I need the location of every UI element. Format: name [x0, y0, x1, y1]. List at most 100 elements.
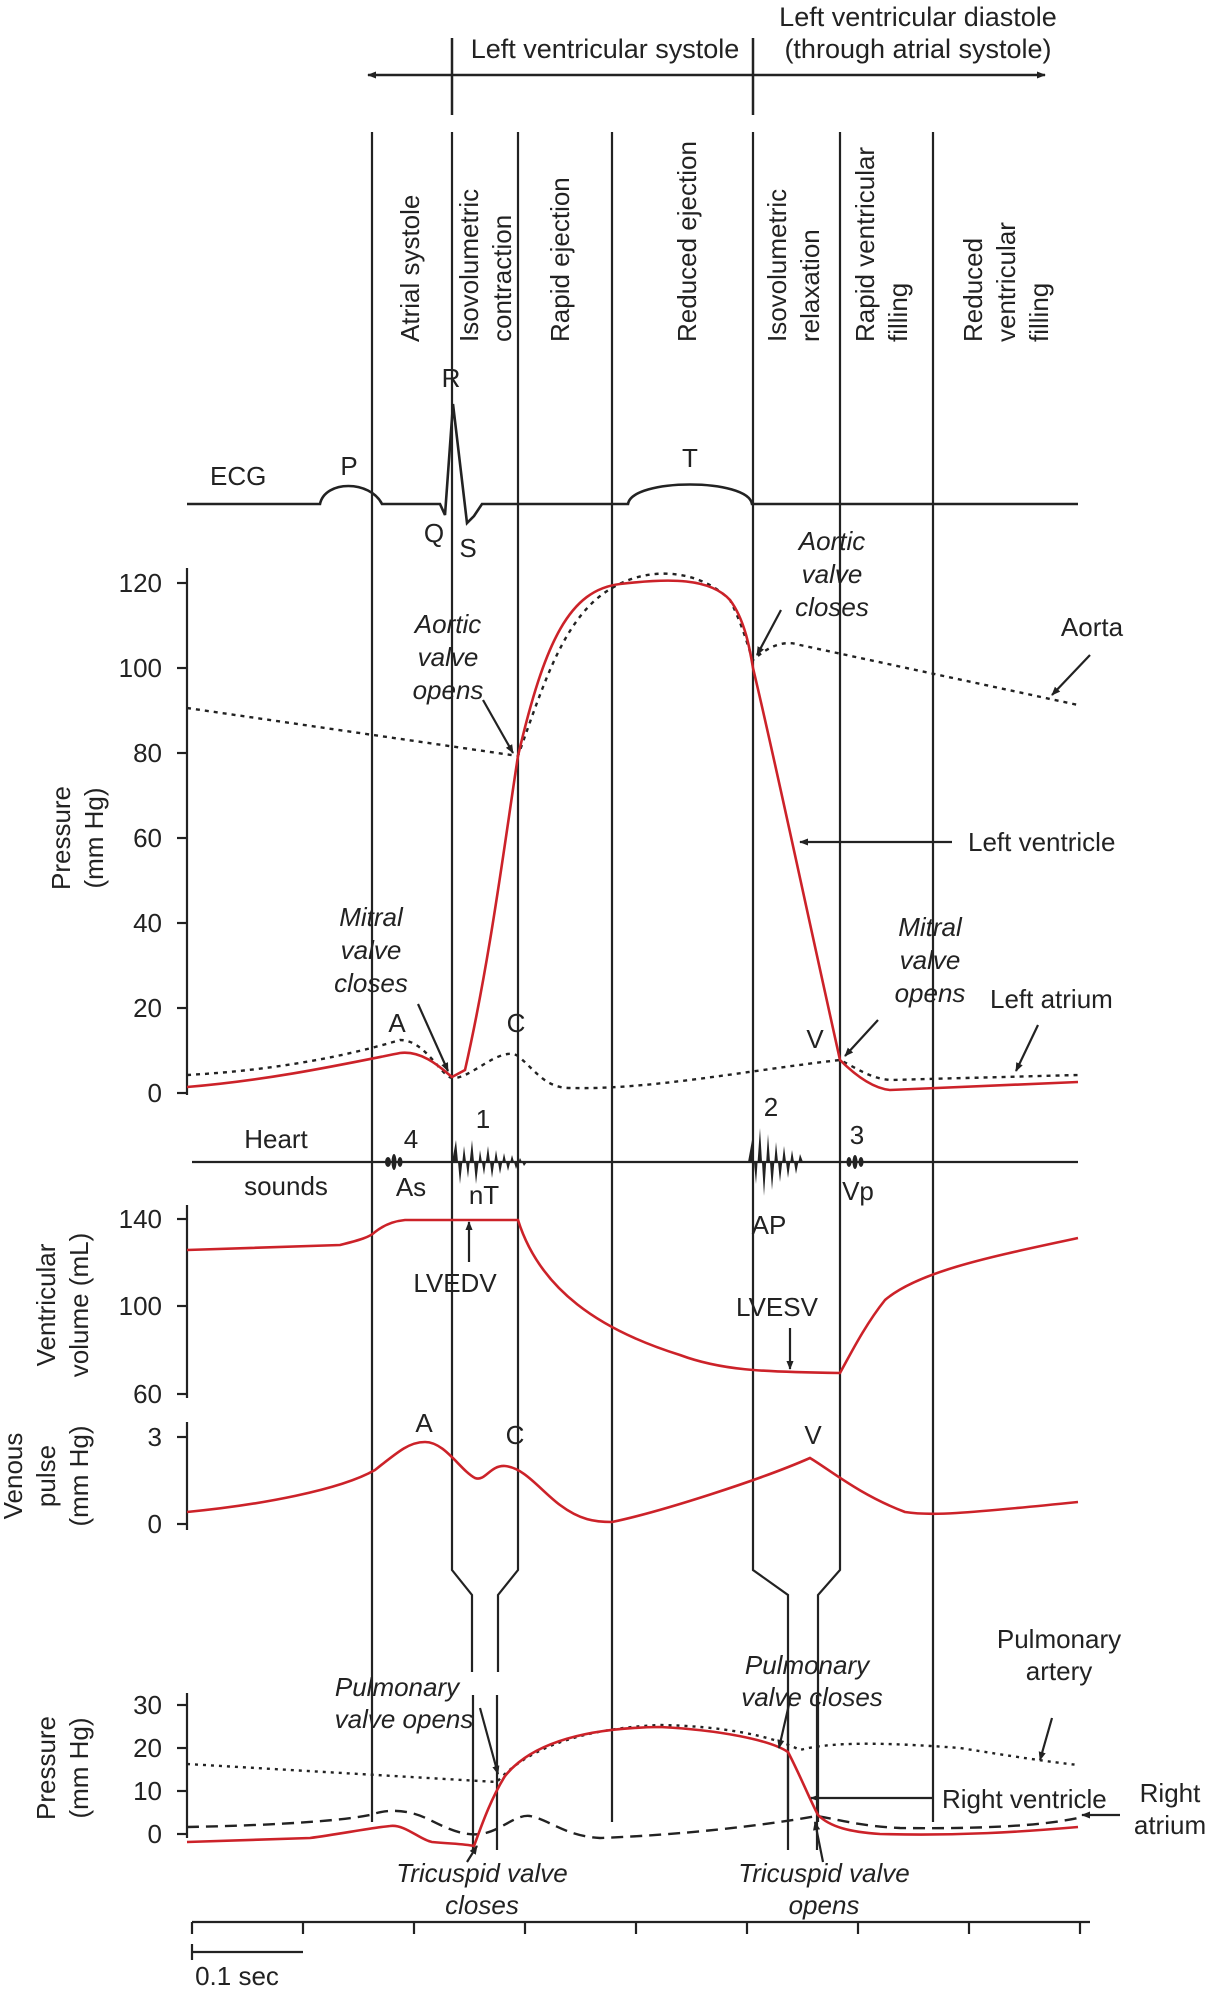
aortic-valve-opens-label: Aortic valve opens: [413, 609, 484, 705]
ecg-trace: [187, 403, 1078, 526]
volume-arrows: [465, 1221, 794, 1370]
rp-axis-title: Pressure (mm Hg): [31, 1716, 94, 1820]
aortic-opens-arrow: [482, 699, 514, 754]
rp-tick-10: 10: [133, 1776, 162, 1806]
tricuspid-opens-arrow: [813, 1821, 825, 1863]
left-pressure-arrows: [416, 609, 1091, 1072]
left-ventricle-pressure-curve: [186, 579, 1079, 1092]
rp-tick-30: 30: [133, 1690, 162, 1720]
venous-V-label: V: [804, 1420, 822, 1450]
s4-sublabel: As: [396, 1172, 426, 1202]
s4-label: 4: [404, 1124, 418, 1154]
venous-tick-0: 0: [148, 1509, 162, 1539]
mitral-closes-arrow: [416, 1003, 450, 1072]
ecg-label: ECG: [210, 461, 266, 491]
lp-tick-120: 120: [119, 568, 162, 598]
mitral-valve-opens-label: Mitral valve opens: [895, 912, 966, 1008]
pulmonary-valve-opens-label: Pulmonary valve opens: [335, 1672, 474, 1734]
volume-ticks: 60 100 140: [119, 1204, 162, 1409]
la-wave-A-label: A: [388, 1008, 406, 1038]
heart-sound-s1-marks: [452, 1140, 527, 1184]
s3-label: 3: [850, 1120, 864, 1150]
ecg-S-label: S: [459, 533, 476, 563]
left-atrium-arrow: [1015, 1024, 1039, 1072]
heart-sounds-label-line1: Heart: [244, 1124, 308, 1154]
lp-tick-20: 20: [133, 993, 162, 1023]
lp-tick-100: 100: [119, 653, 162, 683]
left-pressure-ticks: 0 20 40 60 80 100 120: [119, 568, 162, 1108]
lp-tick-60: 60: [133, 823, 162, 853]
vol-tick-100: 100: [119, 1291, 162, 1321]
divider-aortic-close: [751, 132, 790, 1822]
lvesv-label: LVESV: [736, 1292, 819, 1322]
right-pressure-ticks: 0 10 20 30: [133, 1690, 162, 1849]
venous-A-label: A: [415, 1408, 433, 1438]
volume-axis: [177, 1205, 189, 1398]
left-atrium-pressure-curve: [186, 1038, 1079, 1090]
lp-tick-40: 40: [133, 908, 162, 938]
tricuspid-closes-arrow: [466, 1845, 478, 1863]
lvedv-label: LVEDV: [413, 1268, 497, 1298]
venous-C-label: C: [506, 1420, 525, 1450]
rp-tick-0: 0: [148, 1819, 162, 1849]
phase-isovolumetric-contraction: Isovolumetric contraction: [454, 189, 517, 342]
lp-tick-0: 0: [148, 1078, 162, 1108]
aortic-closes-arrow: [756, 609, 782, 656]
right-atrium-label: Right atrium: [1134, 1778, 1206, 1840]
ecg-T-label: T: [682, 443, 698, 473]
right-atrium-pressure-curve: [186, 1809, 1079, 1840]
s1-sublabel: nT: [469, 1180, 499, 1210]
lp-axis-title: Pressure (mm Hg): [46, 786, 109, 890]
rp-tick-20: 20: [133, 1733, 162, 1763]
venous-ticks: 0 3: [148, 1422, 162, 1539]
la-wave-C-label: C: [507, 1008, 526, 1038]
right-ventricle-label: Right ventricle: [942, 1784, 1107, 1814]
s2-sublabel: AP: [752, 1210, 787, 1240]
aorta-label: Aorta: [1061, 612, 1124, 642]
heart-sound-s4-marks: [385, 1154, 403, 1170]
phase-reduced-ventricular-filling: Reduced ventricular filling: [958, 222, 1054, 342]
left-pressure-axis: [177, 568, 189, 1095]
pulm-closes-arrow: [777, 1699, 792, 1749]
diastole-label-line1: Left ventricular diastole: [779, 2, 1057, 32]
divider-aortic-open: [496, 132, 520, 1672]
heart-sound-s2-marks: [748, 1128, 803, 1196]
systole-label: Left ventricular systole: [471, 34, 740, 64]
phase-rapid-ventricular-filling: Rapid ventricular filling: [850, 147, 913, 342]
pulm-opens-arrow: [478, 1707, 500, 1775]
phase-labels: Atrial systole Isovolumetric contraction …: [395, 141, 1054, 342]
phase-reduced-ejection: Reduced ejection: [672, 141, 702, 342]
s2-label: 2: [764, 1092, 778, 1122]
heart-sounds-label-line2: sounds: [244, 1171, 328, 1201]
volume-axis-title: Ventricular volume (mL): [31, 1233, 94, 1377]
tricuspid-valve-closes-label: Tricuspid valve closes: [396, 1858, 567, 1920]
time-scale-label: 0.1 sec: [195, 1961, 279, 1991]
phase-rapid-ejection: Rapid ejection: [545, 177, 575, 342]
pulmonary-artery-label: Pulmonary artery: [997, 1624, 1121, 1686]
heart-sound-s3-marks: [846, 1155, 864, 1169]
right-ventricle-pressure-curve: [186, 1725, 1079, 1848]
time-axis: [190, 1920, 1090, 1960]
aorta-pressure-curve: [186, 572, 1079, 758]
pulmonary-artery-pressure-curve: [186, 1723, 1079, 1784]
venous-axis: [177, 1422, 189, 1530]
right-pressure-arrows: [466, 1699, 1120, 1863]
mitral-valve-closes-label: Mitral valve closes: [334, 902, 408, 998]
left-ventricle-label: Left ventricle: [968, 827, 1115, 857]
ecg-R-label: R: [442, 363, 461, 393]
divider-mitral-close: [450, 132, 474, 1672]
venous-pulse-curve: [186, 1440, 1079, 1524]
venous-tick-3: 3: [148, 1422, 162, 1452]
la-wave-V-label: V: [806, 1024, 824, 1054]
right-pressure-axis: [177, 1693, 189, 1838]
vol-tick-60: 60: [133, 1379, 162, 1409]
s3-sublabel: Vp: [842, 1176, 874, 1206]
tricuspid-valve-opens-label: Tricuspid valve opens: [738, 1858, 909, 1920]
phase-atrial-systole: Atrial systole: [395, 195, 425, 342]
cycle-header: [367, 38, 1046, 115]
mitral-opens-arrow: [844, 1019, 879, 1057]
pulmonary-artery-arrow: [1038, 1717, 1054, 1761]
aorta-arrow: [1051, 654, 1091, 696]
pulmonary-valve-closes-label: Pulmonary valve closes: [741, 1650, 883, 1712]
